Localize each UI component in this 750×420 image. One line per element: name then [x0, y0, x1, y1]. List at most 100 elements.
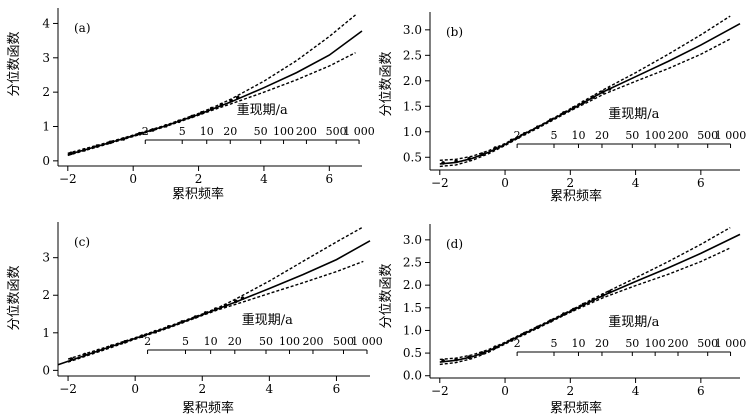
y-axis-title: 分位数函数 — [7, 31, 22, 96]
observed-point — [607, 87, 612, 91]
return-period-label: 5 — [551, 337, 558, 350]
return-period-label: 100 — [645, 129, 666, 142]
observed-point — [166, 325, 171, 329]
observed-point — [123, 340, 127, 344]
observed-point — [493, 146, 498, 150]
observed-point — [137, 131, 142, 136]
return-period-label: 200 — [302, 335, 323, 348]
observed-point — [229, 98, 233, 103]
observed-point — [441, 161, 445, 165]
return-period-label: 50 — [254, 125, 268, 138]
x-tick-label: 2 — [566, 176, 574, 190]
y-tick-label: 0 — [42, 363, 50, 377]
y-tick-label: 0.5 — [403, 150, 422, 164]
observed-point — [213, 307, 218, 311]
observed-point — [562, 111, 566, 115]
return-period-title: 重现期/a — [242, 312, 293, 328]
panel-b: 分位数函数 累积频率 0.5 1.0 1.5 2.0 2.5 3.0 −2 0 2 4 6 (b) 重现… — [379, 12, 746, 204]
observed-point — [83, 352, 87, 357]
observed-point — [607, 290, 612, 294]
observed-point — [591, 297, 595, 302]
y-tick-label: 1.5 — [403, 301, 422, 315]
return-period-label: 500 — [697, 129, 718, 142]
return-period-label: 50 — [259, 335, 273, 348]
x-tick-label: −2 — [59, 172, 77, 186]
observed-point — [190, 114, 194, 119]
panel-c: 分位数函数 累积频率 0 1 2 3 −2 0 2 4 6 (c) 重现期/a 2 5 10 20 50 100… — [7, 222, 383, 416]
x-axis-title: 累积频率 — [550, 400, 602, 416]
observed-point — [591, 95, 595, 99]
x-tick-label: 6 — [325, 172, 333, 186]
observed-point — [219, 102, 224, 107]
y-tick-label: 2.5 — [403, 256, 422, 270]
observed-point — [240, 296, 245, 301]
confidence-bound-line — [439, 226, 731, 361]
return-period-label: 20 — [595, 129, 609, 142]
return-period-label: 20 — [223, 125, 237, 138]
y-tick-label: 3.0 — [403, 23, 422, 37]
y-tick-label: 0.0 — [403, 369, 422, 383]
y-tick-label: 1 — [42, 326, 50, 340]
observed-point — [193, 315, 198, 319]
x-axis-title: 累积频率 — [550, 188, 602, 204]
observed-point — [522, 331, 527, 336]
return-period-label: 5 — [182, 335, 189, 348]
y-axis-title: 分位数函数 — [7, 265, 22, 330]
confidence-bound-line — [439, 15, 731, 161]
observed-point — [180, 320, 184, 324]
return-period-label: 1 000 — [351, 335, 383, 348]
observed-point — [69, 151, 73, 156]
x-tick-label: 6 — [697, 176, 705, 190]
x-tick-label: −2 — [431, 176, 449, 190]
return-period-label: 50 — [625, 337, 639, 350]
observed-point — [480, 351, 485, 355]
return-period-label: 1 000 — [343, 125, 375, 138]
return-period-title: 重现期/a — [608, 314, 659, 330]
x-tick-label: 0 — [501, 384, 509, 398]
panel-label: (a) — [74, 21, 91, 35]
x-tick-label: 4 — [632, 384, 640, 398]
x-tick-label: 4 — [266, 382, 274, 396]
y-axis-title: 分位数函数 — [379, 263, 394, 328]
return-period-label: 10 — [204, 335, 218, 348]
observed-point — [522, 132, 527, 136]
y-tick-label: 1.0 — [403, 323, 422, 337]
x-tick-label: 4 — [632, 176, 640, 190]
return-period-label: 5 — [551, 129, 558, 142]
return-period-title: 重现期/a — [237, 102, 288, 118]
observed-point — [548, 319, 553, 323]
y-tick-label: 4 — [42, 16, 50, 30]
panel-d: 分位数函数 累积频率 0.0 0.5 1.0 1.5 2.0 2.5 3.0 −2 0 2 4 6 (d… — [379, 224, 746, 416]
observed-point — [548, 118, 553, 122]
y-tick-label: 1 — [42, 120, 50, 134]
y-tick-label: 2 — [42, 288, 50, 302]
panel-label: (d) — [446, 237, 463, 251]
return-period-label: 2 — [514, 129, 521, 142]
return-period-label: 100 — [279, 335, 300, 348]
observed-point — [601, 293, 605, 297]
y-tick-label: 1.0 — [403, 125, 422, 139]
x-tick-label: 0 — [131, 382, 139, 396]
return-period-label: 20 — [595, 337, 609, 350]
return-period-label: 2 — [514, 337, 521, 350]
x-tick-label: 0 — [129, 172, 137, 186]
return-period-label: 100 — [645, 337, 666, 350]
y-tick-label: 2.0 — [403, 278, 422, 292]
y-axis-title: 分位数函数 — [379, 51, 394, 116]
observed-point — [177, 119, 181, 124]
observed-point — [203, 311, 208, 315]
x-tick-label: 6 — [333, 382, 341, 396]
return-period-label: 10 — [200, 125, 214, 138]
observed-point — [493, 345, 498, 350]
observed-point — [209, 106, 214, 111]
observed-point — [164, 124, 168, 128]
return-period-title: 重现期/a — [608, 106, 659, 122]
x-tick-label: −2 — [59, 382, 77, 396]
return-period-label: 5 — [179, 125, 186, 138]
return-period-label: 2 — [144, 335, 151, 348]
x-tick-label: 6 — [697, 384, 705, 398]
y-tick-label: 0.5 — [403, 346, 422, 360]
observed-point — [96, 348, 101, 353]
